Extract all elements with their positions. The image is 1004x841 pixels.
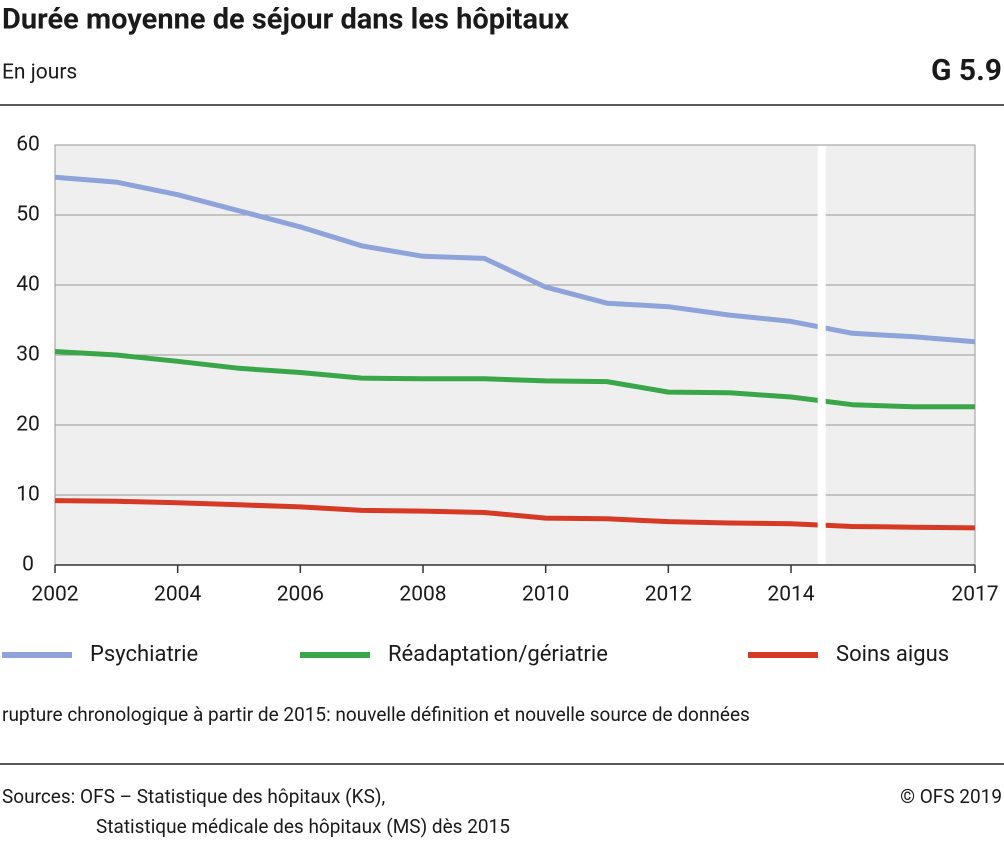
chart-id: G 5.9 — [931, 53, 1002, 88]
source: Statistique médicale des hôpitaux (MS) d… — [96, 815, 510, 838]
x-tick-label: 2012 — [645, 583, 692, 607]
legend-label: Soins aigus — [836, 642, 949, 667]
chart-subtitle: En jours — [2, 61, 77, 85]
x-tick-label: 2010 — [522, 583, 569, 607]
y-tick-label: 50 — [16, 203, 40, 227]
legend-label: Réadaptation/gériatrie — [388, 642, 608, 667]
y-tick-label: 20 — [16, 413, 40, 437]
chart-title: Durée moyenne de séjour dans les hôpitau… — [2, 3, 569, 37]
y-tick-label: 10 — [16, 483, 40, 507]
x-tick-label: 2006 — [277, 583, 324, 607]
legend-label: Psychiatrie — [90, 642, 198, 667]
y-tick-label: 40 — [16, 273, 40, 297]
x-tick-label: 2004 — [154, 583, 201, 607]
y-tick-label: 30 — [16, 343, 40, 367]
x-tick-label: 2014 — [767, 583, 814, 607]
x-tick-label: 2008 — [399, 583, 446, 607]
x-tick-label: 2002 — [31, 583, 78, 607]
y-tick-label: 60 — [16, 133, 40, 157]
copyright: © OFS 2019 — [900, 785, 1002, 808]
source: Sources: OFS – Statistique des hôpitaux … — [2, 785, 385, 808]
note: rupture chronologique à partir de 2015: … — [2, 703, 750, 726]
x-tick-label: 2017 — [951, 583, 998, 607]
series-break — [817, 146, 826, 564]
y-tick-label: 0 — [22, 553, 34, 577]
